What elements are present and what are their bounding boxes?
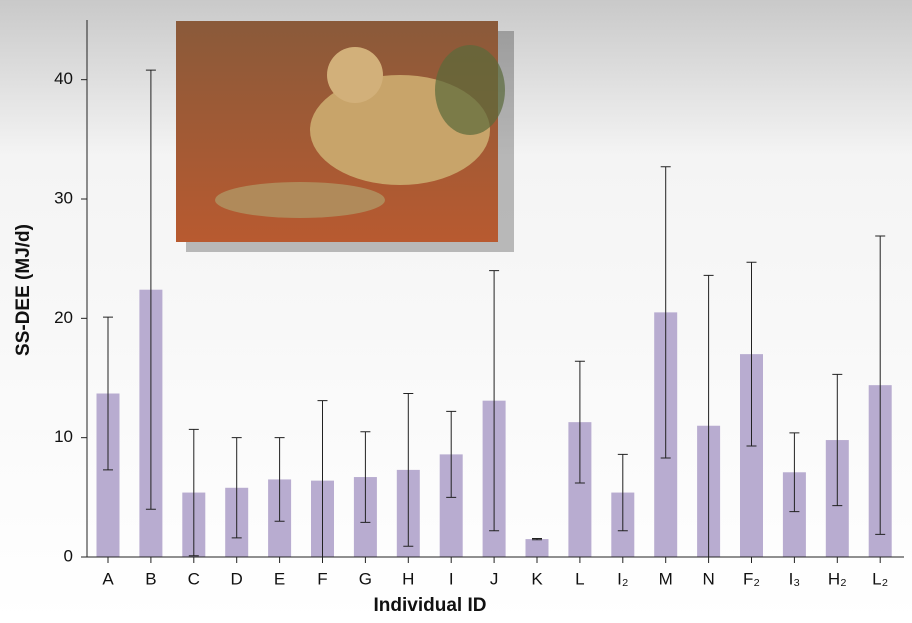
x-tick-label: H₂ xyxy=(828,569,847,588)
x-tick-label: L xyxy=(575,569,584,588)
y-tick-label: 20 xyxy=(54,308,73,327)
x-axis-title: Individual ID xyxy=(374,595,487,616)
y-axis-title: SS-DEE (MJ/d) xyxy=(13,224,34,356)
x-tick-label: M xyxy=(659,569,673,588)
x-tick-label: H xyxy=(402,569,414,588)
bar xyxy=(526,539,549,557)
y-tick-label: 0 xyxy=(64,546,73,565)
page: Individual ID SS-DEE (MJ/d) 0 10 20 30 40 A B C… xyxy=(0,0,912,623)
chart: Individual ID SS-DEE (MJ/d) 0 10 20 30 40 A B C… xyxy=(0,0,912,623)
x-tick-label: N xyxy=(702,569,714,588)
y-tick-label: 10 xyxy=(54,427,73,446)
x-tick-label: I xyxy=(449,569,454,588)
photo xyxy=(176,21,514,252)
x-tick-label: L₂ xyxy=(872,569,888,588)
y-tick-label: 30 xyxy=(54,188,73,207)
x-tick-label: D xyxy=(231,569,243,588)
x-tick-label: I₂ xyxy=(617,569,628,588)
y-tick-label: 40 xyxy=(54,69,73,88)
x-tick-label: F₂ xyxy=(743,569,760,588)
x-tick-label: E xyxy=(274,569,285,588)
x-tick-label: I₃ xyxy=(789,569,801,588)
x-tick-label: F xyxy=(317,569,327,588)
x-tick-label: J xyxy=(490,569,499,588)
x-tick-label: K xyxy=(531,569,543,588)
x-tick-label: C xyxy=(188,569,200,588)
x-tick-label: A xyxy=(102,569,114,588)
x-tick-label: B xyxy=(145,569,156,588)
x-tick-label: G xyxy=(359,569,372,588)
